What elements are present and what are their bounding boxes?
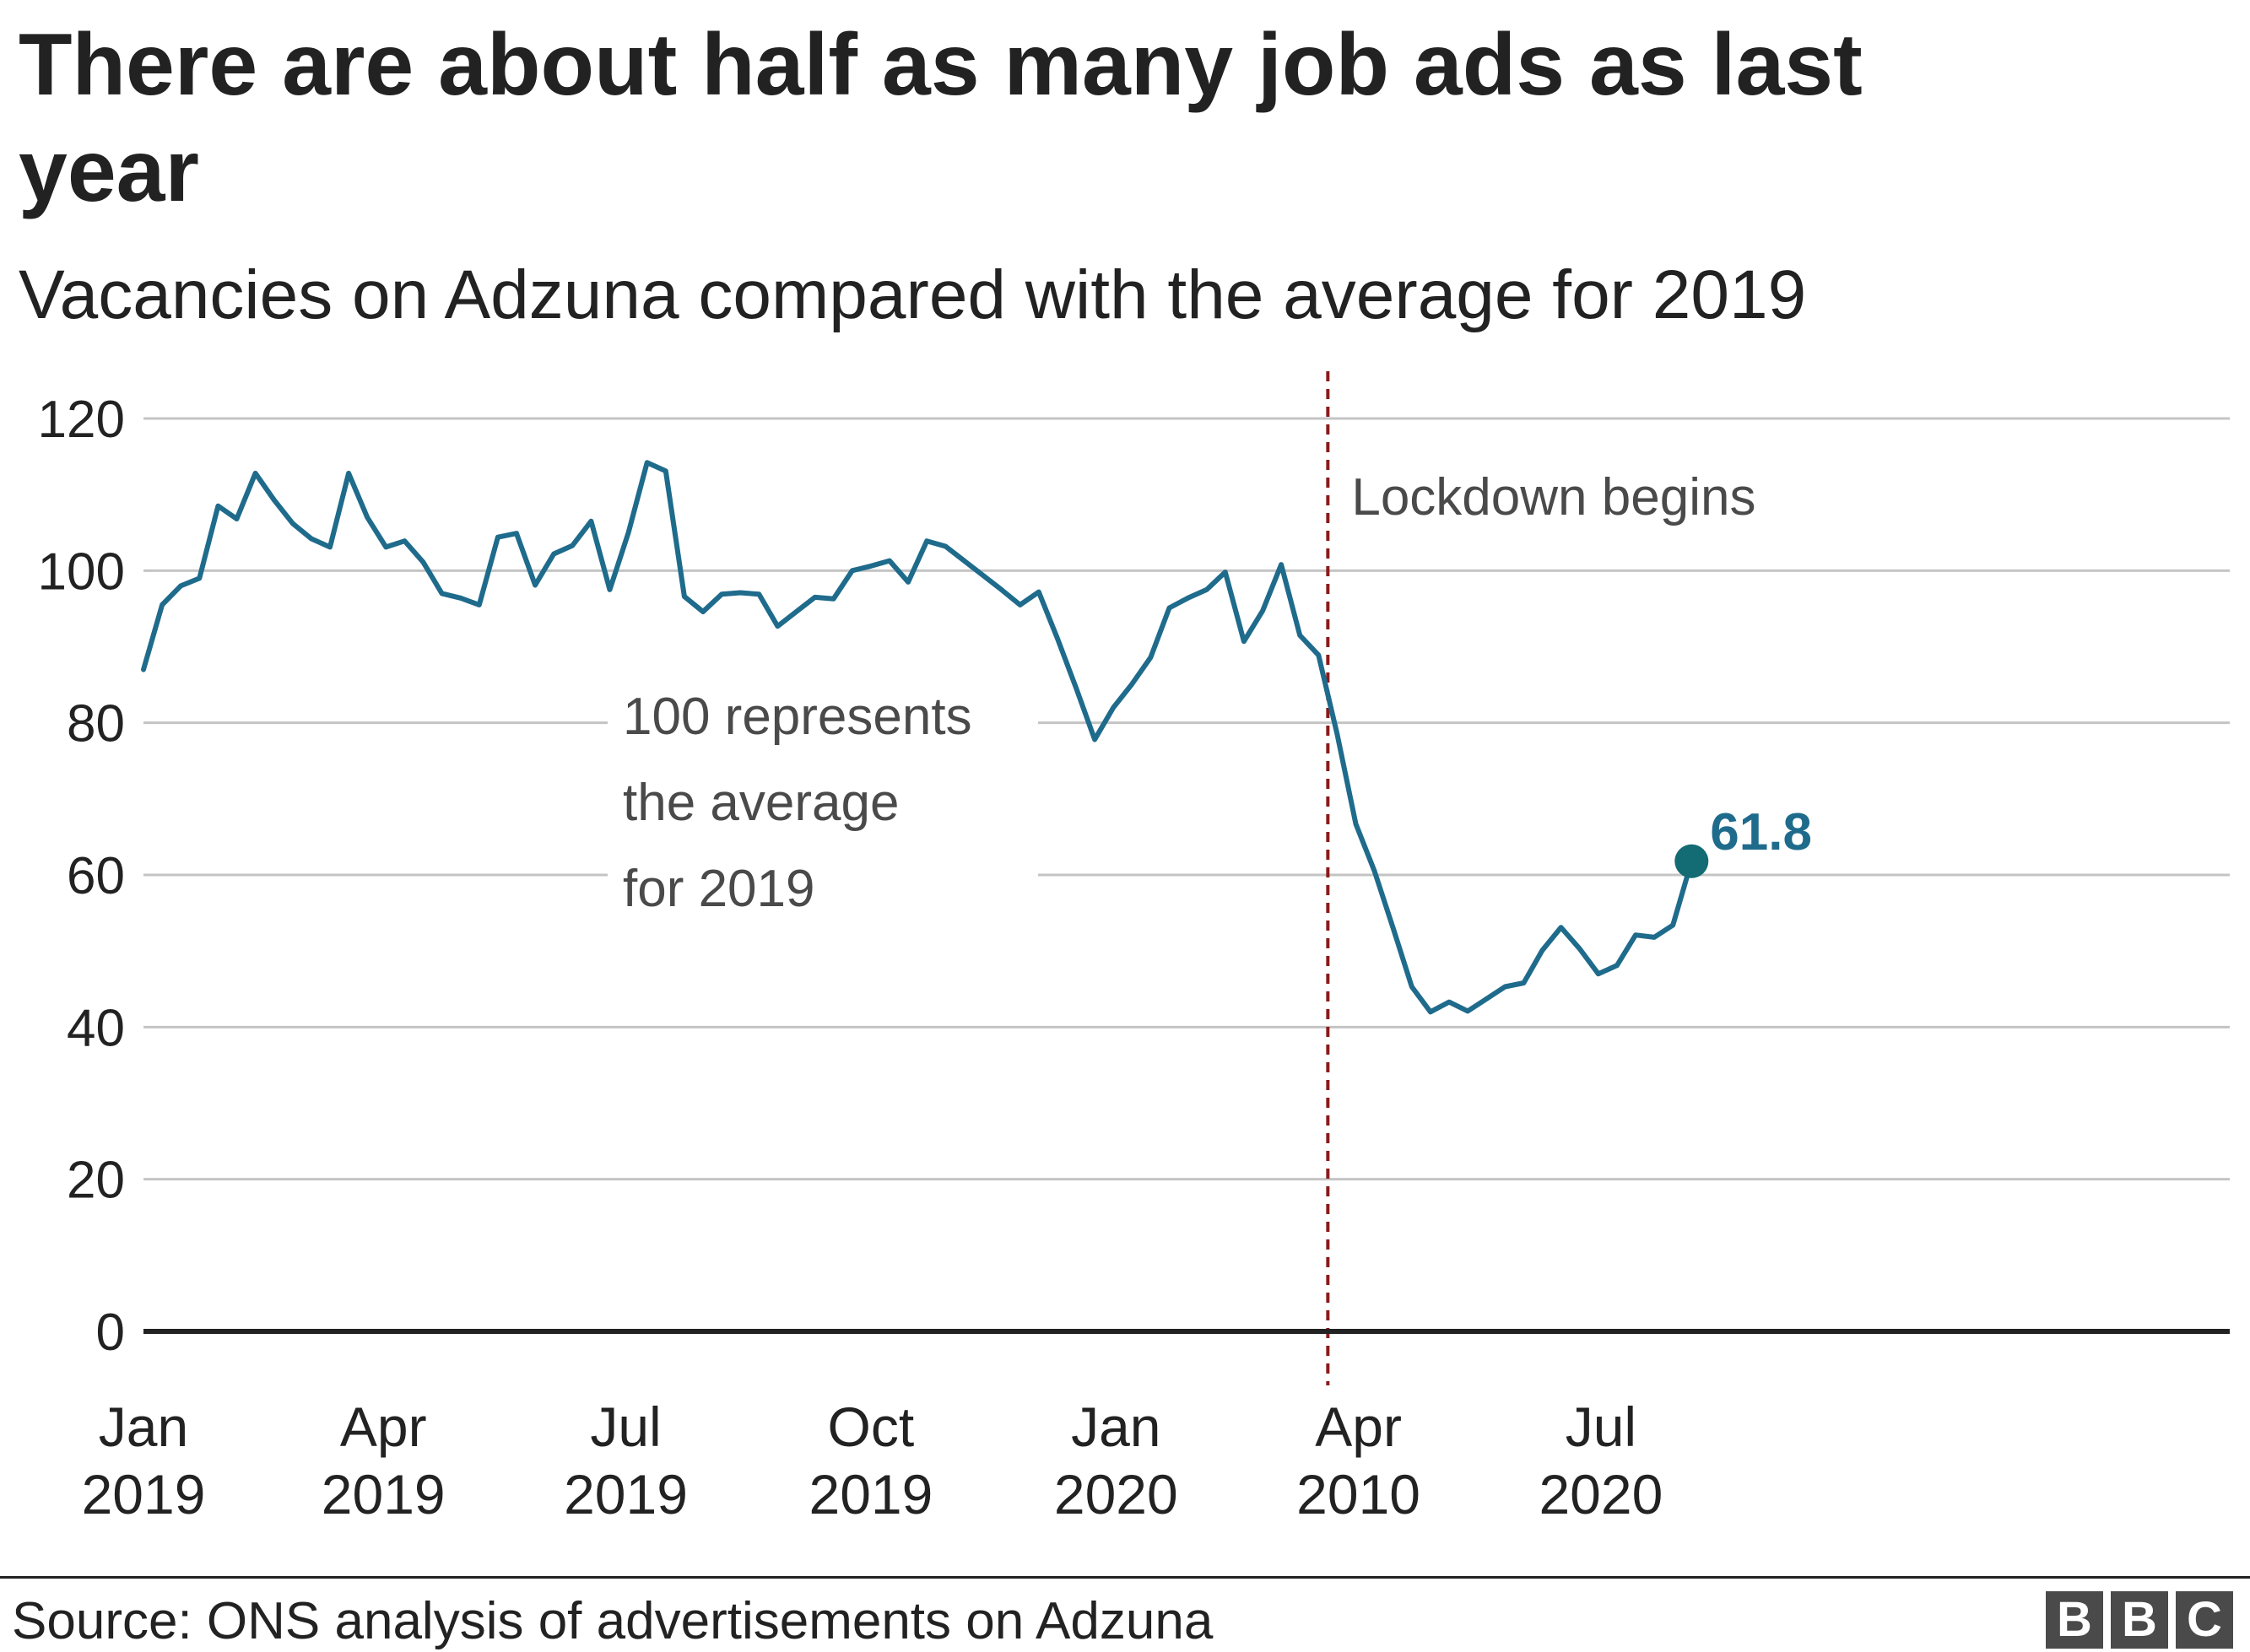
y-tick-label: 40 [67,999,125,1057]
latest-value-label: 61.8 [1710,803,1812,861]
y-tick-label: 20 [67,1152,125,1210]
x-tick-label-month: Oct [828,1396,915,1458]
bbc-logo-block-2: B [2111,1591,2168,1649]
x-tick-label-month: Jan [99,1396,188,1458]
y-tick-label: 100 [38,543,125,601]
x-axis-tick-labels: Jan2019Apr2019Jul2019Oct2019Jan2020Apr20… [82,1396,1663,1525]
footer-divider [0,1576,2250,1579]
gridlines [143,417,2230,1181]
x-tick-label-month: Jul [1566,1396,1636,1458]
bbc-logo-block-1: B [2046,1591,2103,1649]
y-tick-label: 60 [67,847,125,905]
y-tick-label: 120 [38,391,125,449]
x-tick-label-year: 2020 [1054,1463,1178,1525]
latest-value-point [1674,844,1709,878]
source-note: Source: ONS analysis of advertisements o… [12,1592,1214,1650]
average-annotation-line-2: the average [623,774,899,832]
chart-subtitle: Vacancies on Adzuna compared with the av… [19,256,1807,333]
y-axis-tick-labels: 0 20 40 60 80 100 120 [38,391,125,1362]
x-tick-label-month: Apr [340,1396,427,1458]
vacancies-series-line [141,460,1695,1015]
lockdown-label: Lockdown begins [1351,468,1755,526]
x-tick-label-month: Jan [1071,1396,1160,1458]
average-annotation: 100 represents the average for 2019 [623,688,987,918]
x-tick-label-year: 2019 [809,1463,933,1525]
bbc-logo: B B C [2046,1591,2233,1649]
x-tick-label-year: 2010 [1296,1463,1420,1525]
y-tick-label: 80 [67,695,125,753]
chart-title: There are about half as many job ads as … [19,16,1863,220]
annotation-background [608,675,1038,928]
average-annotation-line-1: 100 represents [623,688,972,746]
x-tick-label-year: 2020 [1539,1463,1663,1525]
bbc-logo-block-3: C [2176,1591,2233,1649]
average-annotation-line-3: for 2019 [623,860,815,918]
x-tick-label-year: 2019 [564,1463,688,1525]
x-tick-label-month: Jul [590,1396,661,1458]
x-tick-label-year: 2019 [322,1463,446,1525]
y-tick-label: 0 [96,1304,125,1362]
x-tick-label-month: Apr [1315,1396,1402,1458]
x-tick-label-year: 2019 [82,1463,206,1525]
